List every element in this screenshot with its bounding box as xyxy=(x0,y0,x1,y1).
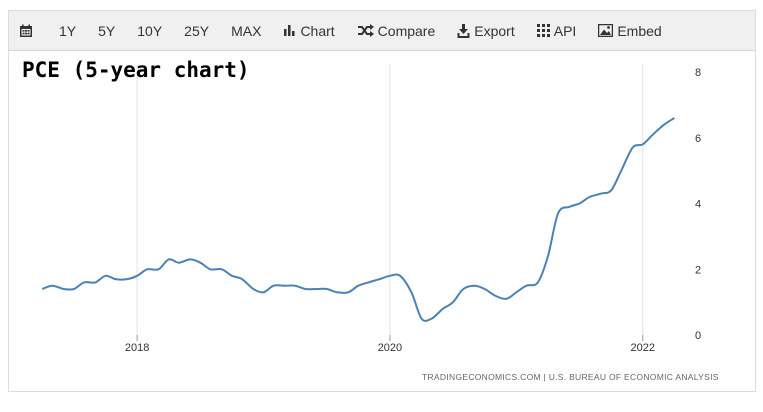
api-button-label: API xyxy=(553,22,577,39)
chart-title: PCE (5-year chart) xyxy=(22,58,250,82)
y-tick-label-2: 2 xyxy=(695,264,701,276)
range-10y-button[interactable]: 10Y xyxy=(137,22,163,39)
range-5y-button[interactable]: 5Y xyxy=(98,22,116,39)
x-tick-label-2020: 2020 xyxy=(378,342,402,354)
y-tick-label-4: 4 xyxy=(695,199,701,211)
download-icon xyxy=(457,23,470,38)
range-1y-button[interactable]: 1Y xyxy=(59,22,77,39)
source-attribution: TRADINGECONOMICS.COM | U.S. BUREAU OF EC… xyxy=(422,372,719,382)
api-button[interactable]: API xyxy=(536,22,577,39)
range-25y-button[interactable]: 25Y xyxy=(184,22,210,39)
embed-button[interactable]: Embed xyxy=(598,22,662,39)
chart-toolbar: 1Y 5Y 10Y 25Y MAX Chart Compare Export A… xyxy=(9,11,755,51)
series-line-0 xyxy=(41,117,675,322)
chart-button-label: Chart xyxy=(300,22,335,39)
y-tick-label-8: 8 xyxy=(695,67,701,79)
chart-container: 1Y 5Y 10Y 25Y MAX Chart Compare Export A… xyxy=(8,10,756,392)
x-tick-label-2018: 2018 xyxy=(125,342,149,354)
y-tick-label-0: 0 xyxy=(695,330,701,342)
export-button-label: Export xyxy=(474,22,515,39)
export-button[interactable]: Export xyxy=(457,22,515,39)
calendar-icon[interactable] xyxy=(19,24,37,38)
x-tick-label-2022: 2022 xyxy=(631,342,655,354)
range-max-button[interactable]: MAX xyxy=(231,22,262,39)
y-tick-label-6: 6 xyxy=(695,133,701,145)
compare-button[interactable]: Compare xyxy=(357,22,436,39)
image-icon xyxy=(598,24,614,37)
shuffle-icon xyxy=(357,24,374,37)
embed-button-label: Embed xyxy=(617,22,662,39)
grid-icon xyxy=(536,24,550,37)
bar-chart-icon xyxy=(284,25,295,36)
chart-button[interactable]: Chart xyxy=(283,22,335,39)
compare-button-label: Compare xyxy=(377,22,436,39)
